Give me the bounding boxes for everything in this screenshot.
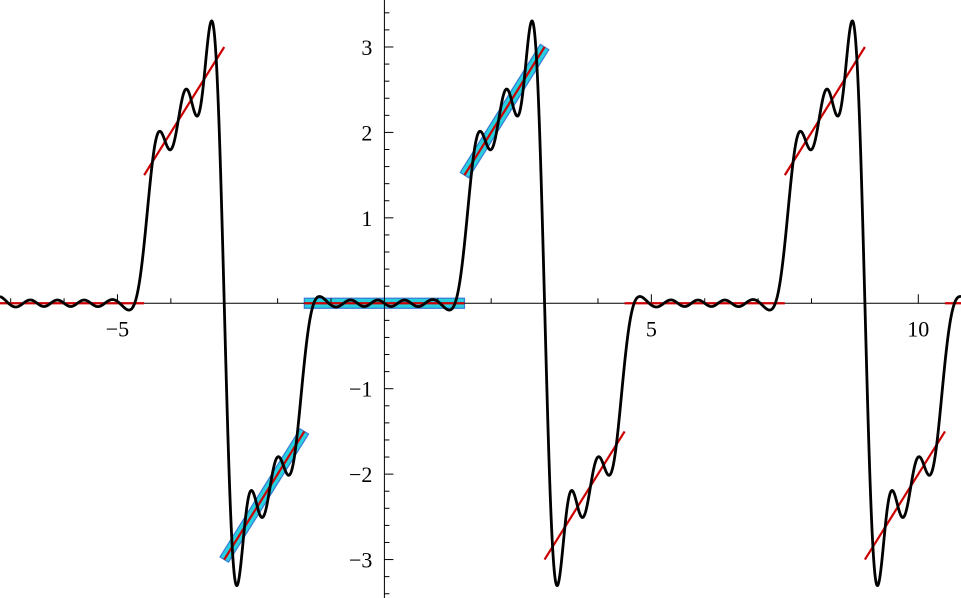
exact-segment [783, 46, 866, 176]
y-tick-label: −2 [349, 462, 372, 487]
y-tick-label: 3 [361, 35, 372, 60]
x-tick-label: 10 [907, 316, 929, 341]
exact-segment [863, 430, 946, 561]
y-tick-label: 1 [361, 206, 372, 231]
y-tick-label: −3 [349, 548, 372, 573]
exact-segment [543, 430, 626, 561]
fourier-series [0, 19, 961, 588]
exact-segment [463, 46, 546, 176]
x-tick-label: 5 [646, 316, 657, 341]
x-tick-label: −5 [106, 316, 129, 341]
fourier-curve [0, 19, 961, 588]
y-tick-label: −1 [349, 377, 372, 402]
x-tick-labels: −5 5 10 [106, 316, 930, 341]
y-tick-label: 2 [361, 120, 372, 145]
exact-segment [223, 430, 306, 561]
exact-segment [143, 46, 226, 176]
y-tick-labels: −3 −2 −1 1 2 3 [349, 35, 372, 573]
y-ticks [384, 12, 394, 595]
